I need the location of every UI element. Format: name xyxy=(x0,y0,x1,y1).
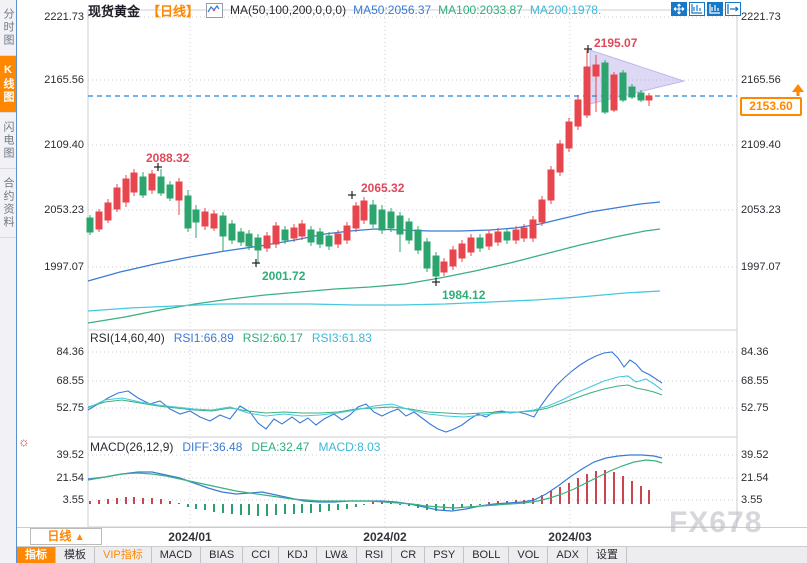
rsi-axis-label-left: 68.55 xyxy=(56,375,84,387)
indicator-tabbar: 指标 模板 VIP指标 MACD BIAS CCI KDJ LW& RSI CR PSY BOLL VO… xyxy=(17,546,807,563)
price-axis-label-right: 1997.07 xyxy=(741,261,781,273)
price-annotation: 2065.32 xyxy=(361,181,405,195)
chart-header: 现货黄金 【日线】 MA(50,100,200,0,0,0) MA50:2056… xyxy=(88,2,602,19)
tab-BOLL[interactable]: BOLL xyxy=(464,547,510,563)
exit-icon[interactable] xyxy=(725,2,741,16)
tab-KDJ[interactable]: KDJ xyxy=(279,547,317,563)
macd-header: MACD(26,12,9) DIFF:36.48 DEA:32.47 MACD:… xyxy=(90,440,380,454)
rsi-header: RSI(14,60,40) RSI1:66.89 RSI2:60.17 RSI3… xyxy=(90,331,372,345)
macd-axis-label-right: 39.52 xyxy=(741,449,769,461)
ma-params-label[interactable]: MA(50,100,200,0,0,0) xyxy=(230,3,347,17)
tab-指标[interactable]: 指标 xyxy=(17,547,56,563)
sidebar-item-contract-info[interactable]: 合约资料 xyxy=(0,169,16,238)
price-axis-label-right: 2109.40 xyxy=(741,139,781,151)
rsi-params-label[interactable]: RSI(14,60,40) xyxy=(90,331,165,345)
period-selector[interactable]: 日线 ▲ xyxy=(30,528,102,545)
tab-设置[interactable]: 设置 xyxy=(588,547,627,563)
ma100-value: MA100:2033.87 xyxy=(438,3,523,17)
price-annotation: 2195.07 xyxy=(594,36,638,50)
rsi-axis-label-right: 84.36 xyxy=(741,346,769,358)
pan-icon[interactable] xyxy=(671,2,687,16)
ma200-value: MA200:1978. xyxy=(529,3,602,17)
zoom-y-icon[interactable] xyxy=(707,2,723,16)
left-sidebar: 分时图 K线图 闪电图 合约资料 xyxy=(0,0,17,563)
price-axis-label-left: 1997.07 xyxy=(44,261,84,273)
macd-axis-label-left: 39.52 xyxy=(56,449,84,461)
tab-CR[interactable]: CR xyxy=(392,547,426,563)
rsi2-value: RSI2:60.17 xyxy=(242,331,303,345)
tab-CCI[interactable]: CCI xyxy=(243,547,280,563)
rsi3-value: RSI3:61.83 xyxy=(311,331,372,345)
tab-PSY[interactable]: PSY xyxy=(425,547,465,563)
period-label: 日线 xyxy=(47,529,72,543)
tab-LW&[interactable]: LW& xyxy=(317,547,357,563)
alert-sun-icon[interactable]: ☼ xyxy=(18,434,30,449)
price-annotation: 2088.32 xyxy=(146,151,190,165)
rsi-axis-label-left: 52.75 xyxy=(56,402,84,414)
macd-axis-label-right: 3.55 xyxy=(741,494,763,506)
macd-axis-label-left: 3.55 xyxy=(62,494,84,506)
tab-VIP指标[interactable]: VIP指标 xyxy=(95,547,152,563)
tab-ADX[interactable]: ADX xyxy=(548,547,588,563)
price-axis-label-left: 2165.56 xyxy=(44,74,84,86)
price-axis-label-left: 2053.23 xyxy=(44,204,84,216)
ma-settings-icon[interactable] xyxy=(206,2,224,18)
dea-value: DEA:32.47 xyxy=(251,440,310,454)
price-axis-label-left: 2109.40 xyxy=(44,139,84,151)
symbol-title: 现货黄金 xyxy=(88,3,141,19)
tab-MACD[interactable]: MACD xyxy=(152,547,202,563)
price-annotation: 2001.72 xyxy=(262,269,306,283)
period-tag: 【日线】 xyxy=(147,3,200,19)
macd-axis-label-left: 21.54 xyxy=(56,472,84,484)
x-axis-label: 2024/01 xyxy=(168,530,212,544)
chart-toolbar xyxy=(671,2,741,16)
x-axis-label: 2024/02 xyxy=(363,530,407,544)
x-axis-row xyxy=(17,527,807,546)
sidebar-item-flash-chart[interactable]: 闪电图 xyxy=(0,113,16,169)
diff-value: DIFF:36.48 xyxy=(182,440,243,454)
tab-VOL[interactable]: VOL xyxy=(509,547,549,563)
macd-params-label[interactable]: MACD(26,12,9) xyxy=(90,440,174,454)
sidebar-item-kline-chart[interactable]: K线图 xyxy=(0,56,16,113)
rsi-axis-label-left: 84.36 xyxy=(56,346,84,358)
tab-模板[interactable]: 模板 xyxy=(56,547,95,563)
price-axis-label-right: 2221.73 xyxy=(741,11,781,23)
tab-BIAS[interactable]: BIAS xyxy=(201,547,244,563)
rsi-axis-label-right: 52.75 xyxy=(741,402,769,414)
macd-value: MACD:8.03 xyxy=(318,440,381,454)
price-axis-label-right: 2165.56 xyxy=(741,74,781,86)
rsi1-value: RSI1:66.89 xyxy=(173,331,234,345)
triangle-up-icon: ▲ xyxy=(74,532,85,543)
price-axis-label-right: 2053.23 xyxy=(741,204,781,216)
price-axis-label-left: 2221.73 xyxy=(44,11,84,23)
ma50-value: MA50:2056.37 xyxy=(353,3,432,17)
rsi-axis-label-right: 68.55 xyxy=(741,375,769,387)
current-price-badge: 2153.60 xyxy=(740,97,802,116)
zoom-x-icon[interactable] xyxy=(689,2,705,16)
sidebar-item-time-chart[interactable]: 分时图 xyxy=(0,0,16,56)
macd-axis-label-right: 21.54 xyxy=(741,472,769,484)
x-axis-label: 2024/03 xyxy=(548,530,592,544)
price-annotation: 1984.12 xyxy=(442,288,486,302)
tab-RSI[interactable]: RSI xyxy=(357,547,393,563)
